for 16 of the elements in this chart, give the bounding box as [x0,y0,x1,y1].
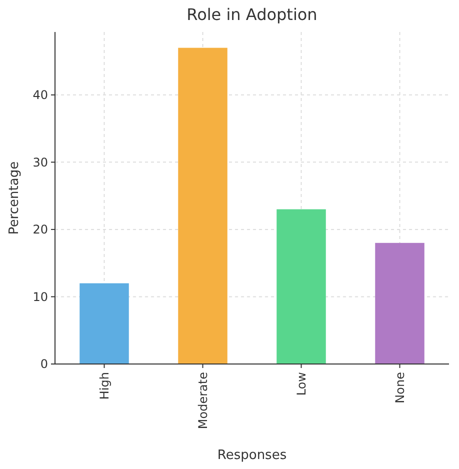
y-axis-title: Percentage [7,161,22,235]
x-tick-label: Low [294,372,308,396]
x-tick-label: Moderate [196,372,210,430]
y-tick-label: 30 [32,155,48,170]
y-tick-label: 40 [32,88,48,102]
x-tick-label: None [392,372,407,404]
x-axis-title: Responses [217,448,287,463]
y-tick-label: 20 [32,222,48,237]
bar [80,283,129,364]
x-tick-label: High [97,372,112,400]
bar [178,48,228,364]
bar [375,242,424,364]
chart-title: Role in Adoption [186,5,318,24]
bar [276,209,326,364]
y-tick-label: 10 [32,290,48,304]
y-tick-label: 0 [40,357,48,372]
